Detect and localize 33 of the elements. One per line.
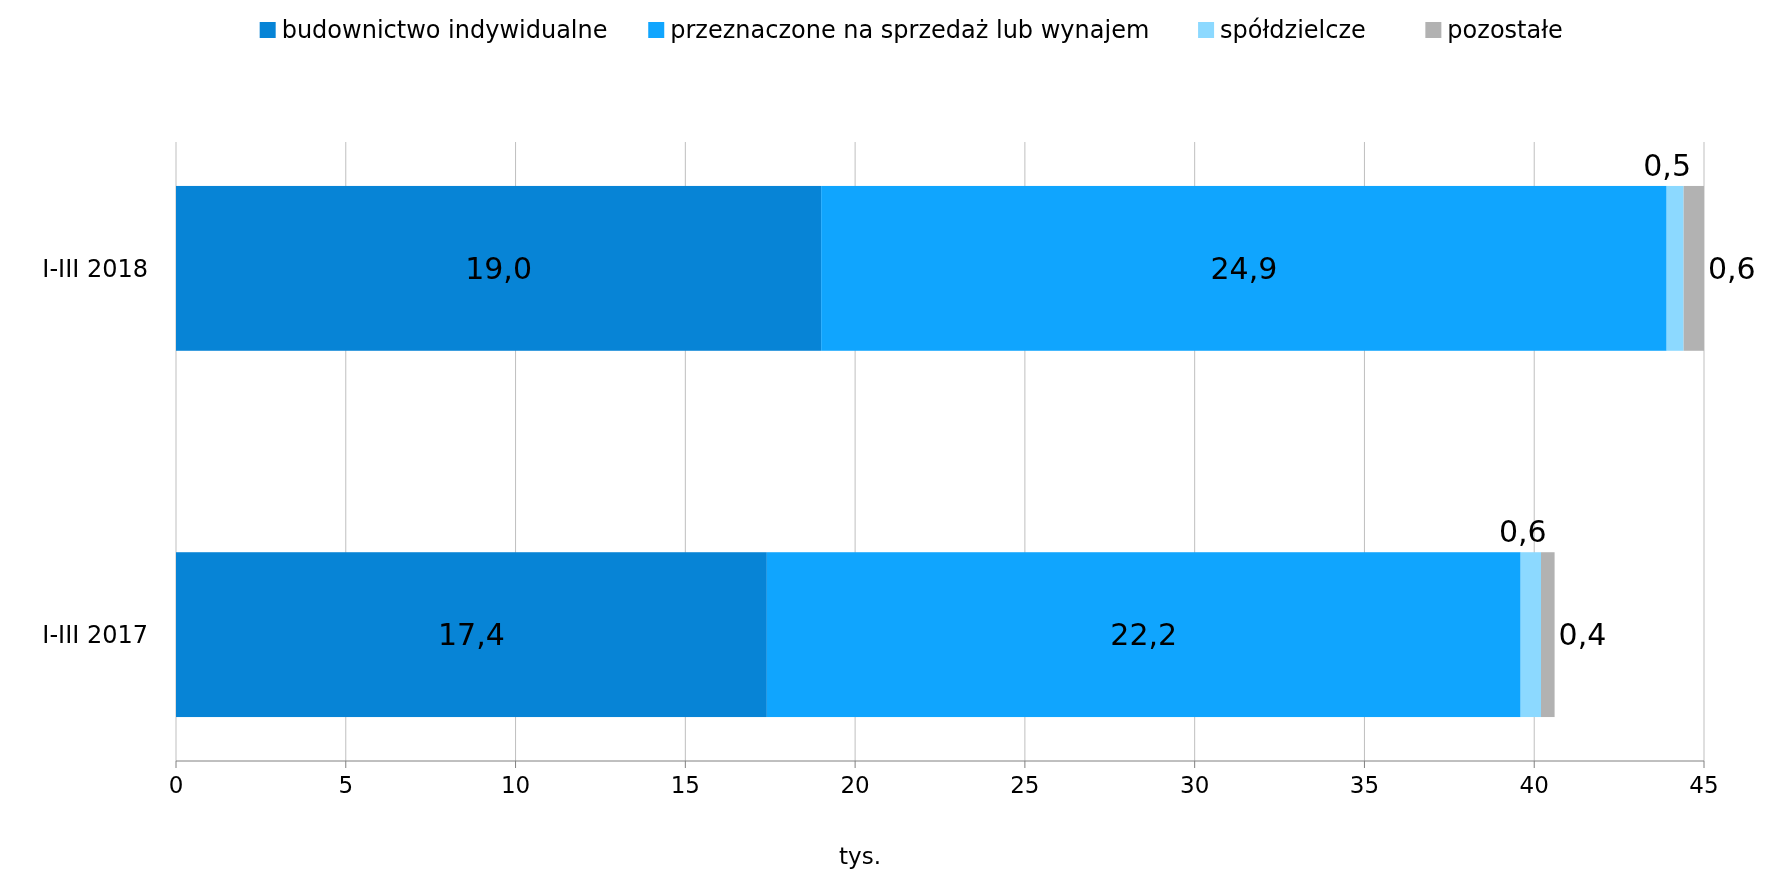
- bar: [766, 552, 1521, 718]
- x-tick-label: 35: [1349, 772, 1380, 798]
- data-label: 19,0: [465, 250, 532, 286]
- data-label: 22,2: [1110, 617, 1178, 653]
- data-label: 17,4: [438, 617, 505, 653]
- bar: [821, 185, 1667, 351]
- x-tick-label: 5: [338, 772, 354, 798]
- legend-label: spółdzielcze: [1220, 16, 1366, 45]
- legend-label: budownictwo indywidualne: [281, 16, 608, 45]
- x-tick-label: 45: [1689, 772, 1719, 798]
- x-tick-label: 0: [168, 772, 184, 798]
- bar: [1683, 185, 1704, 351]
- y-tick-label: I-III 2017: [42, 621, 148, 650]
- bar: [176, 185, 822, 351]
- data-label: 0,5: [1643, 147, 1691, 183]
- x-tick-label: 40: [1519, 772, 1549, 798]
- bar: [1541, 552, 1555, 718]
- data-label: 24,9: [1210, 250, 1278, 286]
- x-axis-title: tys.: [839, 843, 881, 869]
- x-tick-label: 15: [670, 772, 700, 798]
- y-tick-label: I-III 2018: [42, 254, 148, 283]
- legend-label: pozostałe: [1447, 16, 1563, 45]
- bar: [1520, 552, 1542, 718]
- x-tick-label: 20: [840, 772, 870, 798]
- x-tick-label: 10: [500, 772, 531, 798]
- data-label: 0,6: [1498, 514, 1547, 550]
- x-tick-label: 30: [1180, 772, 1210, 798]
- x-tick-label: 25: [1010, 772, 1040, 798]
- bar: [1666, 185, 1684, 351]
- legend-label: przeznaczone na sprzedaż lub wynajem: [670, 16, 1150, 45]
- data-label: 0,6: [1708, 250, 1756, 286]
- bar: [176, 552, 767, 718]
- data-label: 0,4: [1558, 617, 1607, 653]
